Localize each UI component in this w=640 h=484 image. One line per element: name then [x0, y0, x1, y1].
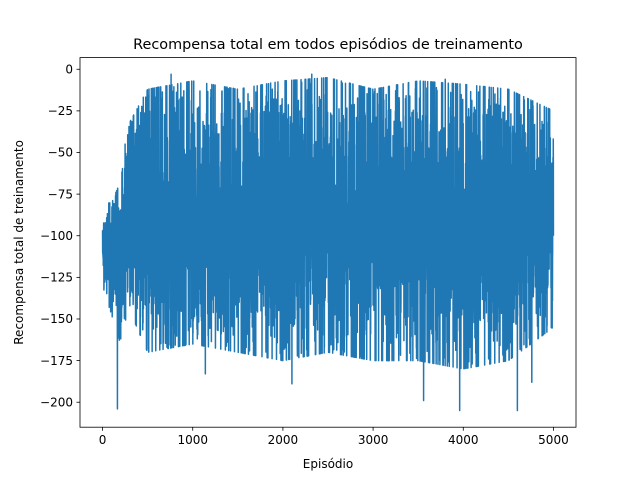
y-tick-label: −125 [40, 271, 73, 285]
x-axis-label: Episódio [303, 457, 353, 471]
x-axis-ticks: 0 1000 2000 3000 4000 5000 [99, 427, 569, 447]
y-axis-label: Recompensa total de treinamento [12, 140, 26, 345]
series-layer [101, 73, 555, 412]
y-axis-ticks: 0 −25 −50 −75 −100 −125 −150 −175 −200 [40, 62, 80, 409]
y-tick-label: −25 [48, 104, 73, 118]
y-tick-label: −100 [40, 229, 73, 243]
x-tick-label: 4000 [448, 433, 479, 447]
series-line [101, 73, 555, 412]
y-tick-label: −175 [40, 354, 73, 368]
chart-title: Recompensa total em todos episódios de t… [133, 37, 523, 53]
y-tick-label: 0 [65, 62, 73, 76]
x-tick-label: 2000 [268, 433, 299, 447]
x-tick-label: 5000 [538, 433, 569, 447]
y-tick-label: −200 [40, 395, 73, 409]
x-tick-label: 3000 [358, 433, 389, 447]
x-tick-label: 1000 [177, 433, 208, 447]
x-tick-label: 0 [99, 433, 107, 447]
y-tick-label: −50 [48, 146, 73, 160]
y-tick-label: −75 [48, 187, 73, 201]
y-tick-label: −150 [40, 312, 73, 326]
axes-frame [79, 57, 577, 428]
